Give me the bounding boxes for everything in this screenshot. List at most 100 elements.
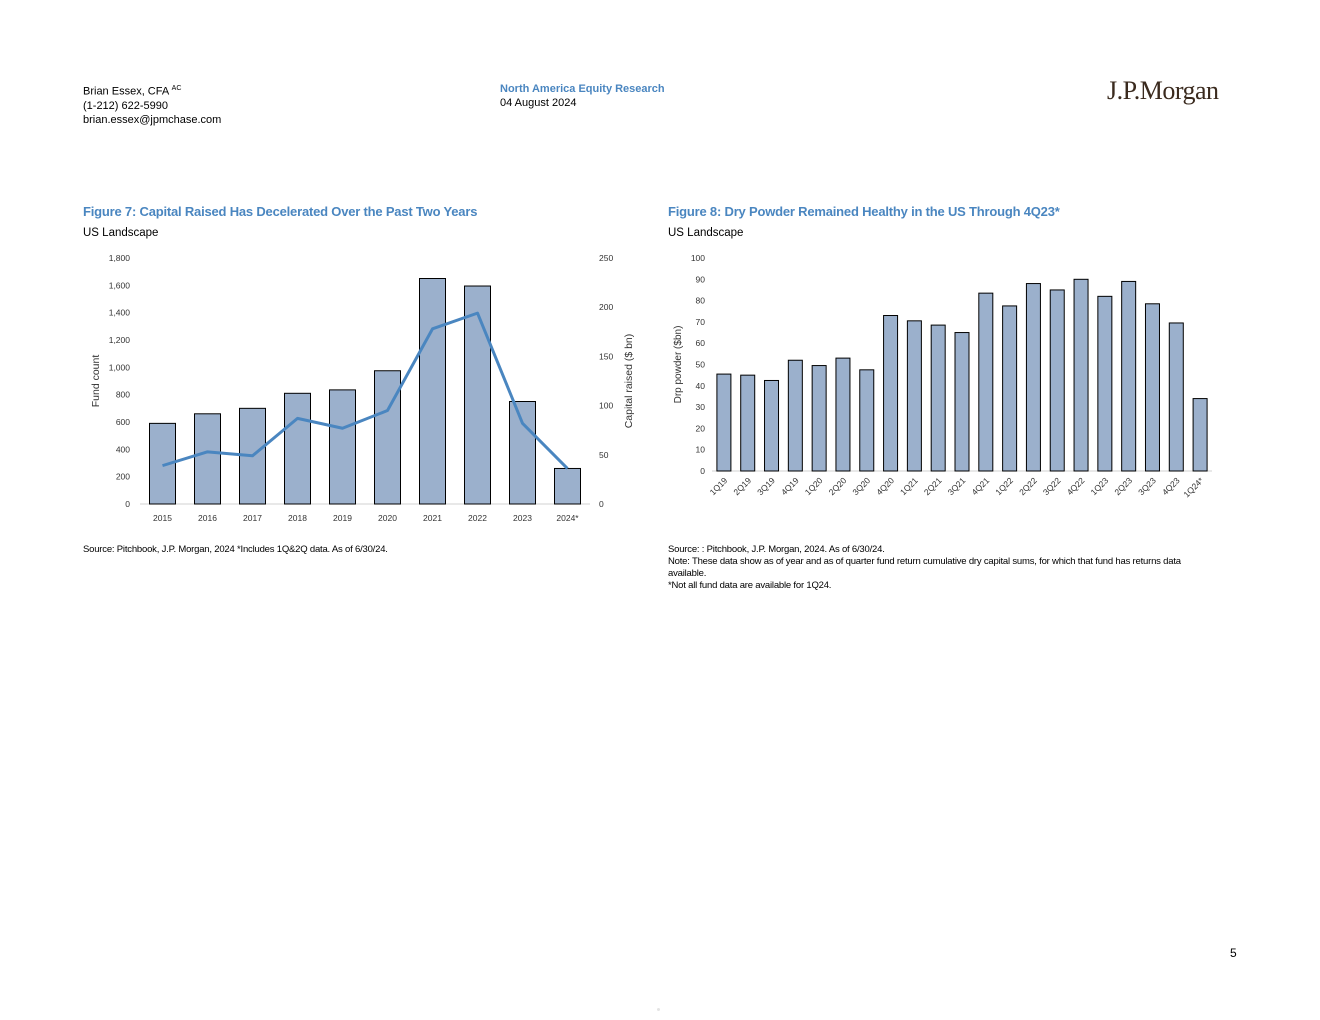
y-tick-label: 100 (691, 253, 705, 263)
bar-fund-count (509, 401, 536, 505)
bar-dry-powder (1192, 398, 1208, 472)
bar-dry-powder (835, 357, 851, 472)
bar-fund-count (419, 278, 446, 505)
y-tick-label: 80 (696, 296, 706, 306)
bar-dry-powder (1121, 280, 1137, 472)
x-tick-label: 1Q24* (1181, 475, 1206, 500)
y-tick-label: 30 (696, 402, 706, 412)
x-tick-label: 2018 (288, 513, 307, 523)
bar-dry-powder (811, 365, 827, 472)
figure7-chart: 0 200 400 600 800 1,000 1,200 1,400 1,600 1,800 0 5… (90, 253, 635, 523)
bar-fund-count (464, 285, 491, 505)
bar-dry-powder (740, 374, 756, 472)
figure8-note: Note: These data show as of year and as … (668, 556, 1181, 579)
bar-fund-count (284, 392, 311, 505)
x-tick-label: 2Q19 (731, 475, 753, 497)
y-tick-label: 60 (696, 338, 706, 348)
y-tick-label: 1,200 (109, 335, 131, 345)
author-block: Brian Essex, CFA AC (1-212) 622-5990 bri… (83, 82, 221, 127)
bar-fund-count (554, 467, 581, 505)
y-tick-label: 90 (696, 274, 706, 284)
x-tick-label: 2019 (333, 513, 352, 523)
y-tick-label: 70 (696, 317, 706, 327)
figure8-title: Figure 8: Dry Powder Remained Healthy in… (668, 204, 1060, 219)
page-number: 5 (1230, 946, 1237, 960)
y2-tick-label: 100 (599, 401, 613, 411)
bar-dry-powder (906, 320, 922, 472)
x-tick-label: 4Q21 (969, 475, 991, 497)
page-dot (657, 1008, 660, 1011)
x-tick-label: 2016 (198, 513, 217, 523)
y-tick-label: 800 (116, 390, 130, 400)
y-tick-label: 1,600 (109, 280, 131, 290)
bar-dry-powder (1168, 322, 1184, 472)
figure8-chart: 0 10 20 30 40 50 60 70 80 90 100 Drp powder ($bn) 1Q… (673, 253, 1212, 500)
bar-dry-powder (1097, 295, 1113, 472)
bar-dry-powder (883, 315, 899, 472)
figure7-subtitle: US Landscape (83, 227, 159, 239)
bar-dry-powder (716, 373, 732, 472)
bar-dry-powder (764, 379, 780, 472)
bar-dry-powder (1049, 289, 1065, 472)
x-tick-label: 1Q22 (993, 475, 1015, 497)
y-axis-title: Drp powder ($bn) (673, 326, 684, 404)
x-tick-label: 1Q19 (708, 475, 730, 497)
figure8-subtitle: US Landscape (668, 227, 744, 239)
bar-dry-powder (859, 369, 875, 472)
bar-dry-powder (1144, 303, 1160, 472)
bar-dry-powder (1025, 283, 1041, 472)
x-tick-label: 2017 (243, 513, 262, 523)
y-tick-label: 200 (116, 472, 130, 482)
y2-tick-label: 0 (599, 499, 604, 509)
figure8-notes: Source: : Pitchbook, J.P. Morgan, 2024. … (668, 544, 1220, 592)
bar-dry-powder (954, 332, 970, 472)
x-tick-label: 2015 (153, 513, 172, 523)
author-sup: AC (171, 85, 182, 92)
x-tick-label: 2023 (513, 513, 532, 523)
author-phone: (1-212) 622-5990 (83, 99, 169, 112)
y2-axis-title: Capital raised ($ bn) (623, 334, 635, 429)
author-name: Brian Essex, CFA (83, 85, 169, 98)
department: North America Equity Research (500, 83, 665, 95)
figure8-source: Source: : Pitchbook, J.P. Morgan, 2024. … (668, 544, 885, 555)
x-tick-label: 3Q19 (755, 475, 777, 497)
x-tick-label: 2020 (378, 513, 397, 523)
y2-tick-label: 150 (599, 351, 613, 361)
report-info: North America Equity Research 04 August … (500, 82, 665, 110)
bar-dry-powder (1073, 278, 1089, 472)
y-axis-title: Fund count (90, 355, 102, 408)
y-tick-label: 10 (696, 445, 706, 455)
y-tick-label: 0 (125, 499, 130, 509)
y-tick-label: 50 (696, 360, 706, 370)
y2-tick-label: 50 (599, 450, 609, 460)
x-tick-label: 2021 (423, 513, 442, 523)
y-tick-label: 20 (696, 423, 706, 433)
x-tick-label: 1Q21 (898, 475, 920, 497)
x-tick-label: 3Q20 (850, 475, 872, 497)
x-tick-label: 4Q23 (1160, 475, 1182, 497)
x-tick-label: 2Q22 (1017, 475, 1039, 497)
x-tick-label: 2Q23 (1112, 475, 1134, 497)
report-date: 04 August 2024 (500, 97, 577, 109)
bar-dry-powder (1002, 305, 1018, 472)
x-tick-label: 3Q23 (1136, 475, 1158, 497)
figure8-footnote: *Not all fund data are available for 1Q2… (668, 580, 832, 591)
y-tick-label: 400 (116, 444, 130, 454)
jpmorgan-logo: J.P.Morgan (1107, 76, 1219, 105)
y2-tick-label: 250 (599, 253, 613, 263)
author-email[interactable]: brian.essex@jpmchase.com (83, 113, 222, 126)
bar-fund-count (194, 413, 221, 505)
bar-dry-powder (787, 359, 803, 472)
figure7-title: Figure 7: Capital Raised Has Decelerated… (83, 204, 478, 219)
line-capital-raised (162, 311, 569, 470)
x-tick-label: 1Q20 (803, 475, 825, 497)
x-tick-label: 3Q22 (1041, 475, 1063, 497)
y2-tick-label: 200 (599, 302, 613, 312)
x-tick-label: 4Q20 (874, 475, 896, 497)
x-tick-label: 2024* (556, 513, 579, 523)
x-tick-label: 3Q21 (946, 475, 968, 497)
y-tick-label: 1,800 (109, 253, 131, 263)
x-tick-label: 2Q21 (922, 475, 944, 497)
x-tick-label: 4Q19 (779, 475, 801, 497)
bar-fund-count (329, 389, 356, 505)
